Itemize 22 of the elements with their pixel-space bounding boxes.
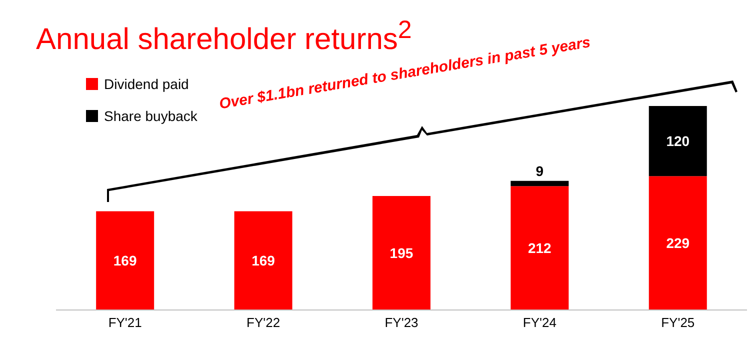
data-label: 212 — [528, 240, 552, 256]
bar — [510, 186, 569, 310]
x-tick-label: FY'25 — [661, 315, 695, 330]
data-label: 169 — [252, 252, 276, 269]
bar — [96, 211, 154, 310]
x-tick-label: FY'24 — [522, 315, 556, 330]
data-label: 229 — [666, 235, 690, 252]
bar — [234, 211, 292, 310]
data-label: 9 — [536, 162, 544, 179]
bar — [510, 180, 569, 186]
bar — [648, 176, 707, 310]
data-label: 169 — [113, 252, 137, 269]
data-label: 195 — [390, 245, 414, 262]
chart-title: Annual shareholder returns$^{2}$ — [36, 16, 412, 56]
x-tick-label: FY'21 — [108, 315, 142, 330]
data-label: 120 — [666, 133, 690, 150]
bar — [648, 106, 707, 176]
x-tick-label: FY'23 — [384, 315, 418, 330]
bar — [372, 196, 430, 310]
x-tick-label: FY'22 — [246, 315, 280, 330]
legend-label: Share buyback — [104, 107, 198, 126]
legend-label: Dividend paid — [104, 75, 189, 94]
